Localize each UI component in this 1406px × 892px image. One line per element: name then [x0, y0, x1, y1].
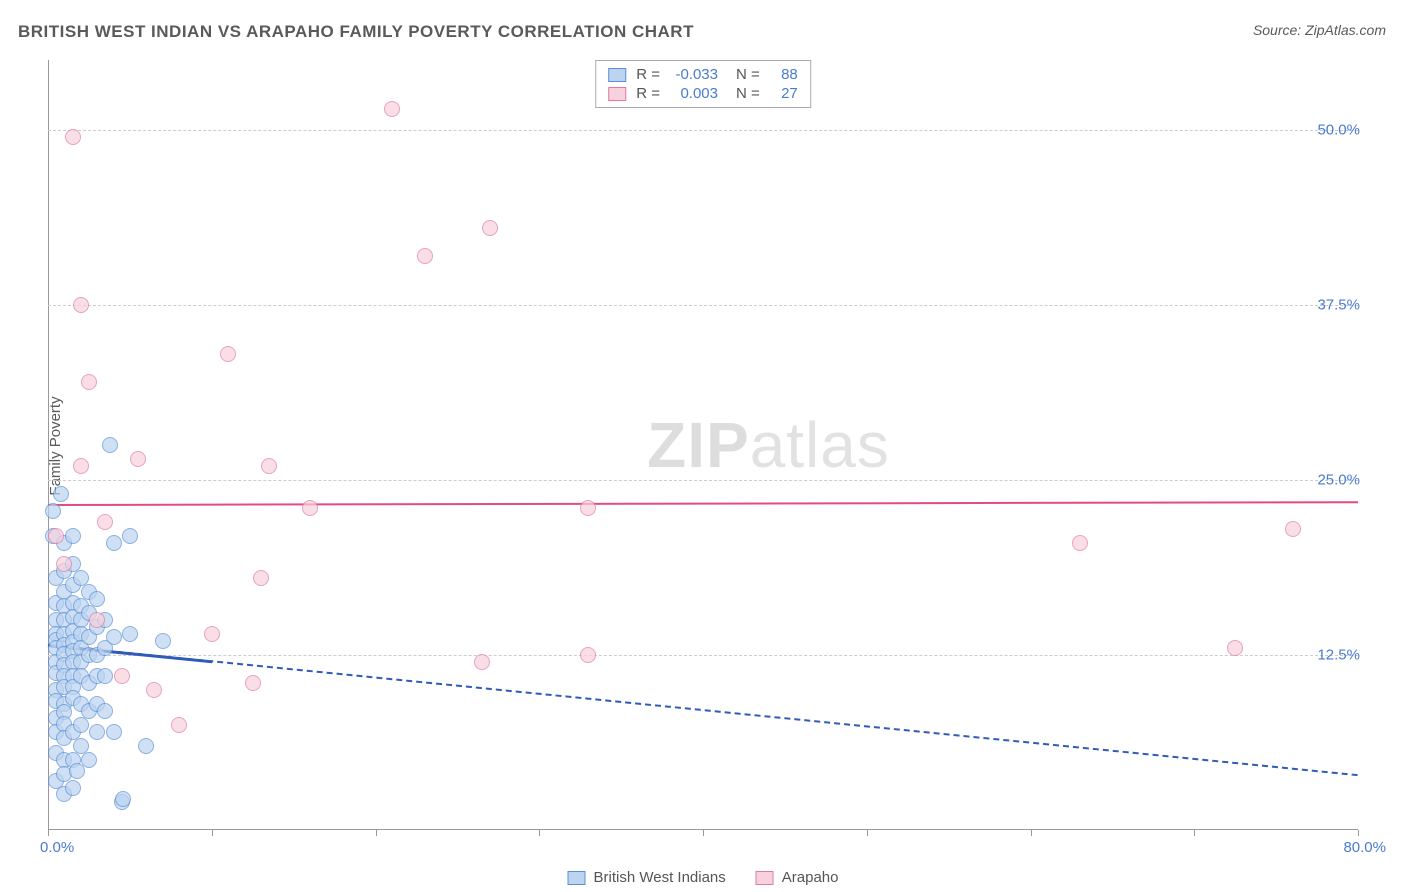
data-point	[89, 612, 105, 628]
x-axis-min-label: 0.0%	[40, 839, 74, 856]
data-point	[97, 668, 113, 684]
stats-row: R = 0.003 N = 27	[608, 84, 798, 103]
x-tick-mark	[48, 830, 49, 836]
data-point	[81, 374, 97, 390]
data-point	[155, 633, 171, 649]
data-point	[97, 703, 113, 719]
x-tick-mark	[376, 830, 377, 836]
data-point	[106, 724, 122, 740]
chart-legend: British West Indians Arapaho	[568, 869, 839, 886]
legend-item: British West Indians	[568, 869, 726, 886]
y-tick-label: 37.5%	[1317, 297, 1360, 314]
data-point	[482, 220, 498, 236]
data-point	[138, 738, 154, 754]
data-point	[73, 297, 89, 313]
legend-swatch	[568, 871, 586, 885]
data-point	[1072, 535, 1088, 551]
n-value: 27	[770, 85, 798, 102]
data-point	[1285, 521, 1301, 537]
r-value: 0.003	[670, 85, 718, 102]
grid-line	[48, 130, 1358, 131]
data-point	[114, 668, 130, 684]
data-point	[302, 500, 318, 516]
grid-line	[48, 305, 1358, 306]
y-tick-label: 50.0%	[1317, 122, 1360, 139]
source-label: Source:	[1253, 22, 1305, 38]
n-label: N =	[736, 85, 760, 102]
legend-item: Arapaho	[756, 869, 839, 886]
series-swatch	[608, 68, 626, 82]
data-point	[106, 629, 122, 645]
data-point	[1227, 640, 1243, 656]
r-value: -0.033	[670, 66, 718, 83]
scatter-plot-area: ZIPatlas R = -0.033 N = 88 R = 0.003 N = 27 12.…	[48, 60, 1358, 830]
data-point	[56, 556, 72, 572]
data-point	[146, 682, 162, 698]
r-label: R =	[636, 85, 660, 102]
data-point	[97, 514, 113, 530]
data-point	[115, 791, 131, 807]
legend-swatch	[756, 871, 774, 885]
grid-line	[48, 480, 1358, 481]
data-point	[65, 780, 81, 796]
x-axis-max-label: 80.0%	[1343, 839, 1386, 856]
data-point	[474, 654, 490, 670]
watermark-light: atlas	[750, 409, 890, 481]
series-swatch	[608, 87, 626, 101]
stats-row: R = -0.033 N = 88	[608, 65, 798, 84]
source-name: ZipAtlas.com	[1305, 22, 1386, 38]
data-point	[261, 458, 277, 474]
data-point	[45, 503, 61, 519]
x-tick-mark	[1358, 830, 1359, 836]
x-tick-mark	[703, 830, 704, 836]
data-point	[122, 626, 138, 642]
n-value: 88	[770, 66, 798, 83]
legend-label: Arapaho	[782, 869, 839, 886]
data-point	[384, 101, 400, 117]
data-point	[580, 647, 596, 663]
data-point	[65, 528, 81, 544]
source-credit: Source: ZipAtlas.com	[1253, 22, 1386, 38]
data-point	[417, 248, 433, 264]
watermark-logo: ZIPatlas	[647, 408, 890, 482]
y-tick-label: 25.0%	[1317, 472, 1360, 489]
x-tick-mark	[867, 830, 868, 836]
data-point	[73, 717, 89, 733]
data-point	[130, 451, 146, 467]
x-tick-mark	[212, 830, 213, 836]
n-label: N =	[736, 66, 760, 83]
data-point	[106, 535, 122, 551]
y-tick-label: 12.5%	[1317, 647, 1360, 664]
x-tick-mark	[539, 830, 540, 836]
data-point	[65, 129, 81, 145]
data-point	[220, 346, 236, 362]
data-point	[48, 528, 64, 544]
grid-line	[48, 655, 1358, 656]
data-point	[102, 437, 118, 453]
data-point	[89, 591, 105, 607]
data-point	[73, 458, 89, 474]
data-point	[122, 528, 138, 544]
data-point	[53, 486, 69, 502]
watermark-bold: ZIP	[647, 409, 750, 481]
trend-line	[48, 501, 1358, 506]
chart-title: BRITISH WEST INDIAN VS ARAPAHO FAMILY PO…	[18, 22, 694, 42]
x-tick-mark	[1031, 830, 1032, 836]
data-point	[69, 763, 85, 779]
x-tick-mark	[1194, 830, 1195, 836]
data-point	[204, 626, 220, 642]
data-point	[253, 570, 269, 586]
legend-label: British West Indians	[594, 869, 726, 886]
data-point	[580, 500, 596, 516]
data-point	[171, 717, 187, 733]
trend-line	[48, 644, 1358, 776]
data-point	[245, 675, 261, 691]
r-label: R =	[636, 66, 660, 83]
correlation-stats-box: R = -0.033 N = 88 R = 0.003 N = 27	[595, 60, 811, 108]
data-point	[89, 724, 105, 740]
